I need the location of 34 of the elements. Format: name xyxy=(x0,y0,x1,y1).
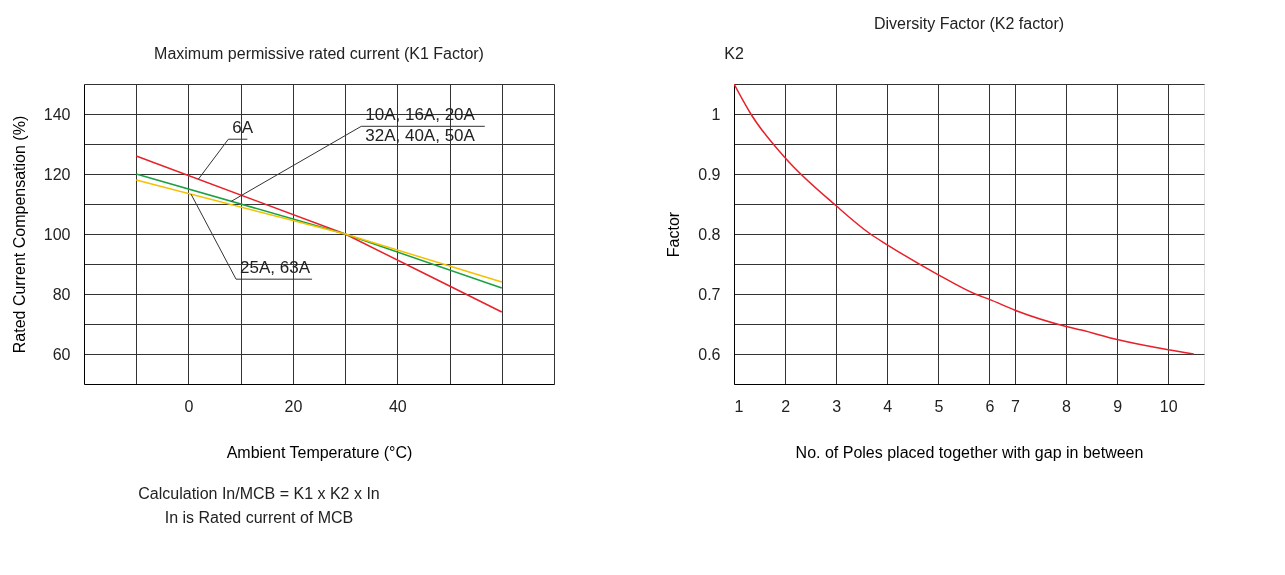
x-tick-label: 5 xyxy=(934,397,944,415)
y-axis-title: Factor xyxy=(665,211,683,258)
x-tick-label: 0 xyxy=(184,397,194,415)
x-tick-label: 1 xyxy=(734,397,744,415)
x-tick-label: 9 xyxy=(1113,397,1123,415)
x-tick-label: 8 xyxy=(1062,397,1072,415)
y-tick-label: 60 xyxy=(52,345,71,363)
x-axis-title: Ambient Temperature (°C) xyxy=(226,443,413,461)
chart-title: Diversity Factor (K2 factor) xyxy=(873,15,1065,32)
text: In is Rated current of MCB xyxy=(164,509,354,526)
y-tick-label: 120 xyxy=(43,165,71,183)
y-tick-label: 1 xyxy=(711,105,721,123)
x-tick-label: 3 xyxy=(832,397,842,415)
chart-title: Maximum permissive rated current (K1 Factor) xyxy=(154,45,484,62)
y-tick-label: 140 xyxy=(43,105,71,123)
x-tick-label: 20 xyxy=(284,397,303,415)
x-tick-label: 4 xyxy=(883,397,893,415)
x-tick-label: 2 xyxy=(781,397,791,415)
y-tick-label: 0.6 xyxy=(698,345,721,363)
x-tick-label: 7 xyxy=(1011,397,1021,415)
y-tick-label: 80 xyxy=(52,285,71,303)
line-series xyxy=(734,84,1195,355)
text: Calculation In/MCB = K1 x K2 x In xyxy=(138,485,380,502)
x-tick-label: 6 xyxy=(985,397,995,415)
x-axis-title: No. of Poles placed together with gap in between xyxy=(795,443,1144,461)
x-tick-label: 40 xyxy=(388,397,407,415)
x-tick-label: 10 xyxy=(1159,397,1178,415)
y-tick-label: 0.9 xyxy=(698,165,721,183)
text: K2 xyxy=(724,45,744,62)
y-axis-title: Rated Current Compensation (%) xyxy=(10,115,28,354)
y-tick-label: 0.8 xyxy=(698,225,721,243)
y-tick-label: 0.7 xyxy=(698,285,721,303)
y-tick-label: 100 xyxy=(43,225,71,243)
line-series xyxy=(135,155,503,313)
